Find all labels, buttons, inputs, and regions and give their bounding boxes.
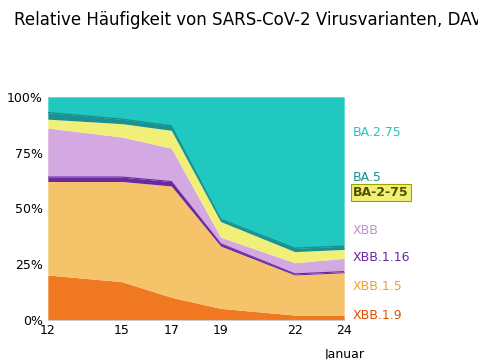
Text: XBB.1.9: XBB.1.9 <box>353 308 402 322</box>
Text: BA.2.75: BA.2.75 <box>353 126 402 139</box>
Text: BA-2-75: BA-2-75 <box>353 186 409 199</box>
Text: XBB: XBB <box>353 224 379 237</box>
X-axis label: Januar: Januar <box>324 349 364 359</box>
Text: XBB.1.5: XBB.1.5 <box>353 280 403 293</box>
Text: BA.5: BA.5 <box>353 171 382 183</box>
Text: Relative Häufigkeit von SARS-CoV-2 Virusvarianten, DAVOS: Relative Häufigkeit von SARS-CoV-2 Virus… <box>14 11 478 29</box>
Text: XBB.1.16: XBB.1.16 <box>353 251 411 264</box>
